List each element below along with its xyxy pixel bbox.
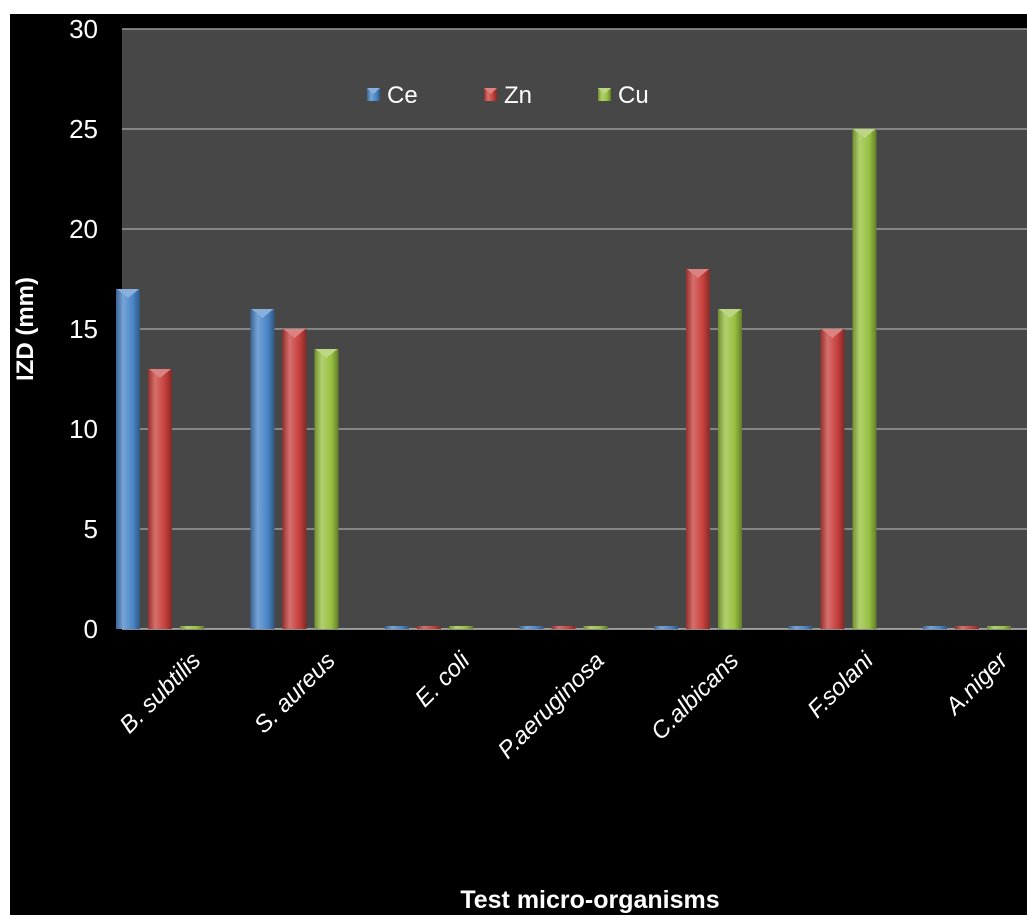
- bar-cap: [315, 349, 338, 358]
- legend-label-ce: Ce: [387, 82, 418, 109]
- x-tick-label: E. coli: [410, 647, 476, 713]
- bar-zn: [551, 626, 576, 629]
- bar-cu: [449, 626, 473, 629]
- y-tick-label: 30: [69, 14, 98, 44]
- bar-cap: [117, 289, 139, 298]
- x-tick-label: P.aeruginosa: [493, 647, 610, 764]
- bar-cap: [687, 269, 709, 278]
- bar-ce: [788, 626, 813, 629]
- bar-zn: [417, 626, 441, 629]
- legend-swatch-cap: [367, 88, 380, 94]
- x-tick-label: S. aureus: [249, 647, 341, 739]
- bar-cap: [149, 369, 171, 378]
- legend-swatch-ce: [367, 88, 380, 101]
- bar-cu: [583, 626, 608, 629]
- bar-cu: [180, 626, 204, 629]
- legend-label-cu: Cu: [618, 82, 649, 109]
- legend-swatch-cap: [598, 88, 611, 94]
- x-tick-label: B. subtilis: [115, 647, 207, 739]
- bar-ce: [923, 626, 947, 629]
- y-tick-label: 25: [69, 114, 98, 144]
- legend-swatch-cap: [484, 88, 497, 94]
- bars: [116, 129, 1011, 629]
- bar-ce: [116, 289, 140, 629]
- bar-ce: [519, 626, 544, 629]
- bar-cu: [314, 349, 339, 629]
- y-axis-title: IZD (mm): [12, 277, 39, 381]
- bar-cap: [251, 309, 274, 318]
- y-tick-label: 20: [69, 214, 98, 244]
- bar-cu: [987, 626, 1011, 629]
- bar-cap: [719, 309, 741, 318]
- y-tick-label: 15: [69, 314, 98, 344]
- legend-swatch-zn: [484, 88, 497, 101]
- y-axis-ticks: 0 5 10 15 20 25 30: [69, 14, 98, 644]
- bar-zn: [282, 329, 307, 629]
- bar-ce: [654, 626, 678, 629]
- x-axis-title: Test micro-organisms: [460, 886, 719, 914]
- bar-cap: [821, 329, 844, 338]
- y-tick-label: 5: [84, 514, 98, 544]
- y-tick-label: 0: [84, 614, 98, 644]
- x-axis-ticks: B. subtilis S. aureus E. coli P.aeruginosa C…: [115, 646, 1014, 764]
- x-tick-label: C.albicans: [646, 647, 744, 745]
- bar-ce: [385, 626, 409, 629]
- bar-ce: [250, 309, 275, 629]
- legend-swatch-cu: [598, 88, 611, 101]
- bar-cap: [853, 129, 876, 138]
- bar-zn: [820, 329, 845, 629]
- bar-cu: [718, 309, 742, 629]
- bar-zn: [955, 626, 979, 629]
- legend-label-zn: Zn: [504, 82, 532, 109]
- bar-cu: [852, 129, 877, 629]
- x-tick-label: F.solani: [802, 647, 879, 724]
- bar-cap: [283, 329, 306, 338]
- y-tick-label: 10: [69, 414, 98, 444]
- bar-zn: [686, 269, 710, 629]
- bar-zn: [148, 369, 172, 629]
- x-tick-label: A.niger: [939, 646, 1014, 721]
- legend: Ce Zn Cu: [367, 82, 649, 109]
